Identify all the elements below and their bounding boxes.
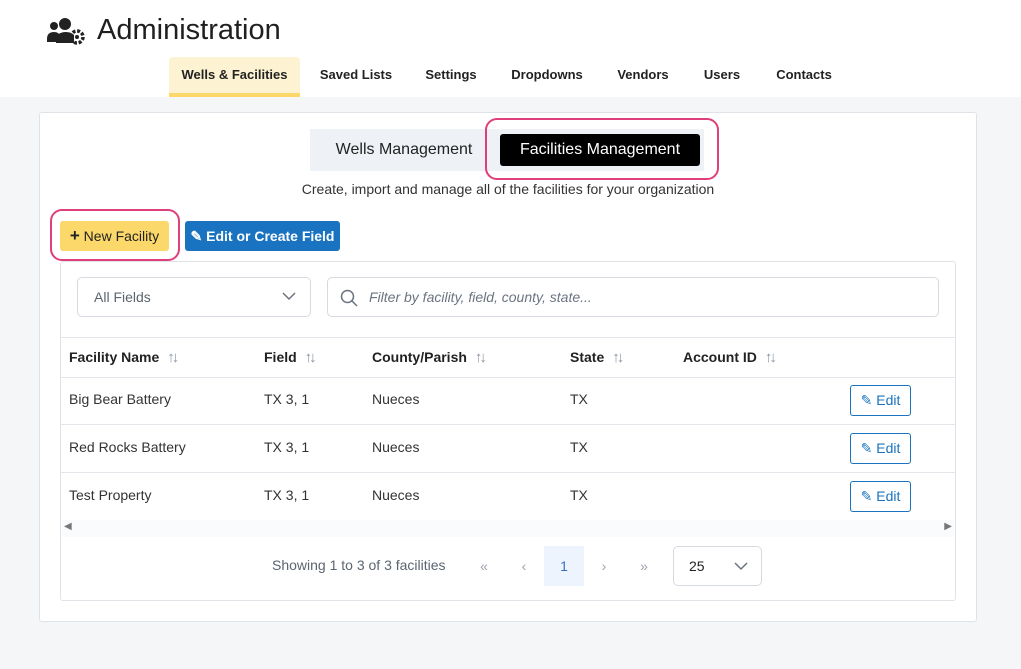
users-gear-icon	[47, 18, 85, 45]
facilities-management-tab[interactable]: Facilities Management	[500, 134, 700, 166]
edit-icon: ✎	[860, 440, 873, 456]
search-input[interactable]: Filter by facility, field, county, state…	[327, 277, 939, 317]
edit-icon: ✎	[190, 228, 203, 244]
new-facility-label: New Facility	[83, 228, 160, 244]
column-header-state[interactable]: State ↑↓	[570, 337, 624, 377]
cell-county: Nueces	[372, 439, 420, 455]
edit-label: Edit	[876, 392, 901, 408]
next-page-icon[interactable]: ›	[601, 558, 607, 574]
tab-saved-lists[interactable]: Saved Lists	[319, 67, 393, 82]
cell-state: TX	[570, 391, 588, 407]
column-header-account-id[interactable]: Account ID ↑↓	[683, 337, 777, 377]
chevron-down-icon	[282, 292, 296, 301]
cell-facility-name: Test Property	[69, 487, 152, 503]
page-size-value: 25	[689, 558, 705, 574]
sort-icon: ↑↓	[764, 349, 777, 366]
tab-vendors[interactable]: Vendors	[617, 67, 669, 82]
search-placeholder: Filter by facility, field, county, state…	[369, 289, 592, 305]
cell-state: TX	[570, 439, 588, 455]
wells-management-tab[interactable]: Wells Management	[335, 141, 473, 158]
page-subtitle: Create, import and manage all of the fac…	[301, 181, 715, 197]
cell-county: Nueces	[372, 487, 420, 503]
cell-facility-name: Big Bear Battery	[69, 391, 171, 407]
page-size-select[interactable]: 25	[673, 546, 762, 586]
new-facility-button[interactable]: + New Facility	[60, 221, 169, 251]
tab-users[interactable]: Users	[703, 67, 741, 82]
sort-icon: ↑↓	[167, 349, 179, 366]
page-title: Administration	[97, 14, 281, 46]
edit-label: Edit	[876, 488, 901, 504]
sort-icon: ↑↓	[612, 349, 624, 366]
cell-facility-name: Red Rocks Battery	[69, 439, 186, 455]
edit-icon: ✎	[860, 392, 873, 408]
cell-field: TX 3, 1	[264, 391, 310, 407]
tab-settings[interactable]: Settings	[425, 67, 477, 82]
last-page-icon[interactable]: »	[640, 558, 648, 574]
search-icon	[340, 289, 358, 307]
column-label: Field	[264, 349, 297, 365]
scroll-left-icon[interactable]: ◀	[64, 521, 72, 532]
pagination-summary: Showing 1 to 3 of 3 facilities	[272, 557, 446, 573]
tab-wells-facilities[interactable]: Wells & Facilities	[169, 57, 300, 97]
page-button-current[interactable]: 1	[544, 546, 584, 586]
column-header-facility-name[interactable]: Facility Name ↑↓	[69, 337, 179, 377]
edit-create-field-button[interactable]: ✎ Edit or Create Field	[185, 221, 340, 251]
edit-create-field-label: Edit or Create Field	[206, 228, 335, 244]
tab-contacts[interactable]: Contacts	[776, 67, 832, 82]
content-card	[39, 112, 977, 622]
horizontal-scrollbar[interactable]: ◀ ▶	[61, 520, 955, 537]
edit-row-button[interactable]: ✎ Edit	[850, 385, 911, 416]
sort-icon: ↑↓	[474, 349, 487, 366]
cell-field: TX 3, 1	[264, 439, 310, 455]
column-label: County/Parish	[372, 349, 467, 365]
prev-page-icon[interactable]: ‹	[521, 558, 527, 574]
column-label: Account ID	[683, 349, 757, 365]
plus-icon: +	[69, 226, 80, 245]
edit-icon: ✎	[860, 488, 873, 504]
facilities-table-panel	[60, 261, 956, 601]
cell-county: Nueces	[372, 391, 420, 407]
highlight-outline	[50, 209, 180, 261]
edit-row-button[interactable]: ✎ Edit	[850, 433, 911, 464]
edit-label: Edit	[876, 440, 901, 456]
column-header-field[interactable]: Field ↑↓	[264, 337, 317, 377]
chevron-down-icon	[734, 562, 748, 571]
column-label: State	[570, 349, 605, 365]
field-select-value: All Fields	[94, 289, 151, 305]
sort-icon: ↑↓	[304, 349, 317, 366]
edit-row-button[interactable]: ✎ Edit	[850, 481, 911, 512]
tab-dropdowns[interactable]: Dropdowns	[511, 67, 583, 82]
field-select[interactable]: All Fields	[77, 277, 311, 317]
column-label: Facility Name	[69, 349, 160, 365]
highlight-outline	[485, 118, 719, 180]
cell-state: TX	[570, 487, 588, 503]
cell-field: TX 3, 1	[264, 487, 310, 503]
column-header-county[interactable]: County/Parish ↑↓	[372, 337, 487, 377]
first-page-icon[interactable]: «	[480, 558, 488, 574]
scroll-right-icon[interactable]: ▶	[944, 521, 952, 532]
